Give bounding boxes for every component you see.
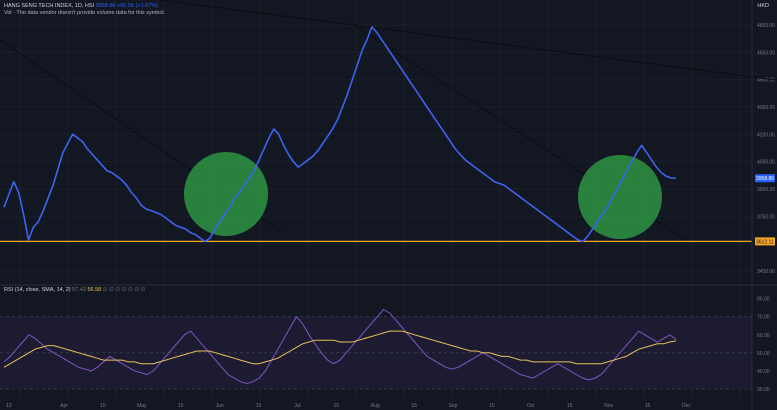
y-tick-label: 3450.00 xyxy=(757,269,775,275)
x-tick-label: Jul xyxy=(294,403,300,409)
rsi-y-tick-label: 60.00 xyxy=(757,333,770,339)
change-value: +66.56 (+1.67%) xyxy=(117,3,158,9)
x-tick-label: 15 xyxy=(256,403,262,409)
support-price-tag-bg xyxy=(755,237,775,246)
rsi-band xyxy=(0,316,752,389)
x-tick-label: 15 xyxy=(489,403,495,409)
x-tick-label: 15 xyxy=(178,403,184,409)
last-price-tag-bg xyxy=(755,174,775,183)
y-tick-label: 4350.00 xyxy=(757,105,775,111)
x-tick-label: 15 xyxy=(567,403,573,409)
y-tick-label: 3750.00 xyxy=(757,214,775,220)
x-tick-label: Nov xyxy=(604,403,613,409)
x-tick-label: Jun xyxy=(216,403,224,409)
y-tick-label: 4800.00 xyxy=(757,23,775,29)
x-tick-label: Sep xyxy=(449,403,458,409)
rsi-y-tick-label: 50.00 xyxy=(757,351,770,357)
x-tick-label: Dec xyxy=(682,403,691,409)
x-tick-label: Aug xyxy=(371,403,380,409)
rsi-y-tick-label: 70.00 xyxy=(757,315,770,321)
y-tick-label: 4050.00 xyxy=(757,160,775,166)
x-tick-label: 15 xyxy=(411,403,417,409)
rsi-title: RSI (14, close, SMA, 14, 2) xyxy=(4,287,71,293)
rsi-ma-value: 56.58 xyxy=(87,287,102,293)
y-tick-label: 3900.00 xyxy=(757,187,775,193)
trendline-top xyxy=(159,0,777,81)
highlight-circle-june xyxy=(184,152,268,236)
y-tick-label: 4650.00 xyxy=(757,50,775,56)
rsi-y-tick-label: 30.00 xyxy=(757,387,770,393)
x-tick-label: 15 xyxy=(334,403,340,409)
x-tick-label: May xyxy=(137,403,147,409)
price-series-line xyxy=(3,26,677,243)
last-value: 3958.86 xyxy=(95,3,116,9)
x-tick-label: 15 xyxy=(100,403,106,409)
highlight-circle-november xyxy=(578,155,662,239)
x-tick-label: 13 xyxy=(6,403,12,409)
support-price-tag: 3612.11 xyxy=(756,239,774,245)
symbol-label: HANG SENG TECH INDEX, 1D, HSI xyxy=(4,3,95,9)
x-tick-label: 15 xyxy=(645,403,651,409)
x-tick-label: Oct xyxy=(527,403,535,409)
y-tick-label: 4200.00 xyxy=(757,132,775,138)
rsi-extra: ∅ ∅ ∅ ∅ ∅ ∅ ∅ xyxy=(102,287,146,293)
rsi-ma-line xyxy=(3,330,677,368)
y-tick-label: 4500.00 xyxy=(757,78,775,84)
last-price-tag: 3958.86 xyxy=(756,176,774,182)
x-tick-label: Apr xyxy=(60,403,68,409)
rsi-value: 57.43 xyxy=(72,287,86,293)
rsi-y-tick-label: 80.00 xyxy=(757,297,770,303)
currency-label: HKD xyxy=(757,3,769,9)
volume-note: Vol · The data vendor doesn't provide vo… xyxy=(4,10,166,16)
rsi-y-tick-label: 40.00 xyxy=(757,369,770,375)
price-legend: HANG SENG TECH INDEX, 1D, HSI 3958.86 +6… xyxy=(4,3,158,10)
rsi-legend: RSI (14, close, SMA, 14, 2) 57.43 56.58 … xyxy=(4,287,145,294)
